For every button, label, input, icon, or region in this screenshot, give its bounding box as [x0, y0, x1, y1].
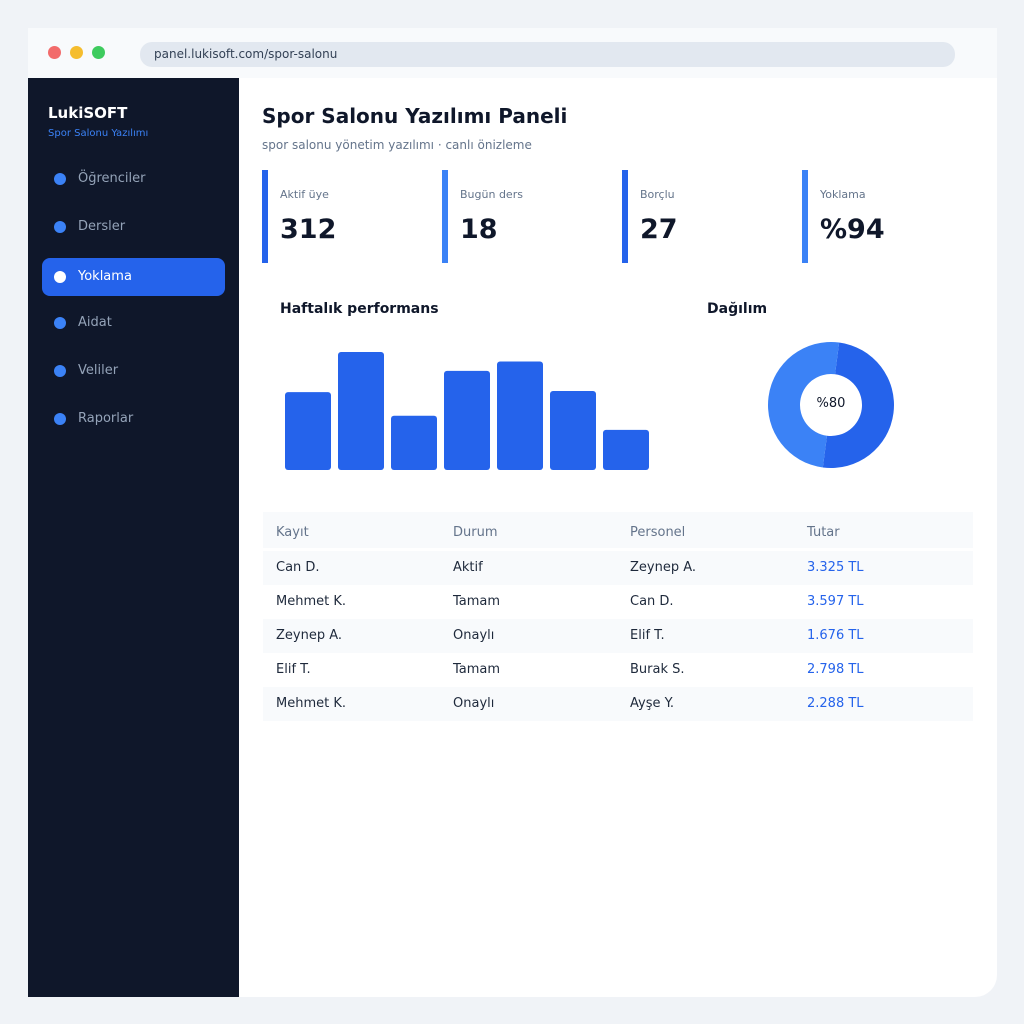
cell-kayit: Zeynep A. [276, 628, 343, 643]
sidebar-item-label: Raporlar [78, 411, 134, 426]
cell-kayit: Mehmet K. [276, 696, 347, 711]
sidebar-item-label: Veliler [78, 363, 119, 378]
cell-durum: Tamam [453, 662, 501, 677]
cell-personel: Elif T. [630, 628, 665, 643]
stat-value: 27 [640, 214, 678, 245]
page-subtitle: spor salonu yönetim yazılımı · canlı öni… [262, 138, 532, 152]
cell-kayit: Can D. [276, 560, 320, 575]
donut-slice-0 [822, 342, 894, 468]
stat-value: %94 [820, 214, 885, 245]
bar-6 [603, 429, 649, 470]
cell-tutar: 3.597 TL [807, 594, 864, 609]
cell-personel: Can D. [630, 594, 674, 609]
sidebar-item-yoklama[interactable]: Yoklama [42, 258, 225, 296]
stat-label: Borçlu [640, 188, 675, 201]
donut-center-label: %80 [816, 396, 846, 411]
sidebar-item-label: Dersler [78, 219, 126, 234]
table-row[interactable]: Elif T. Tamam Burak S. 2.798 TL [263, 653, 973, 687]
minimize-window-button[interactable] [70, 46, 83, 59]
cell-personel: Ayşe Y. [630, 696, 675, 711]
cell-tutar: 2.288 TL [807, 696, 864, 711]
table-row[interactable]: Mehmet K. Tamam Can D. 3.597 TL [263, 585, 973, 619]
table-row[interactable]: Can D. Aktif Zeynep A. 3.325 TL [263, 551, 973, 585]
stat-card-bugun-ders: Bugün ders 18 [442, 170, 612, 263]
nav-dot-icon [54, 221, 66, 233]
distribution-donut-chart [768, 342, 894, 468]
cell-durum: Aktif [453, 560, 483, 575]
records-table: Kayıt Durum Personel Tutar Can D. Aktif … [263, 512, 973, 721]
browser-window: panel.lukisoft.com/spor-salonu LukiSOFT … [28, 28, 997, 997]
sidebar-item-ogrenciler[interactable]: Öğrenciler [42, 160, 225, 198]
cell-kayit: Mehmet K. [276, 594, 347, 609]
cell-tutar: 1.676 TL [807, 628, 864, 643]
brand-subtitle: Spor Salonu Yazılımı [48, 128, 149, 139]
address-bar[interactable]: panel.lukisoft.com/spor-salonu [140, 42, 955, 67]
cell-personel: Zeynep A. [630, 560, 697, 575]
cell-durum: Tamam [453, 594, 501, 609]
stat-card-yoklama: Yoklama %94 [802, 170, 972, 263]
stat-value: 312 [280, 214, 337, 245]
nav-dot-icon [54, 365, 66, 377]
bar-5 [550, 390, 596, 470]
maximize-window-button[interactable] [92, 46, 105, 59]
bar-3 [444, 370, 490, 470]
sidebar-item-aidat[interactable]: Aidat [42, 304, 225, 342]
browser-titlebar: panel.lukisoft.com/spor-salonu [28, 28, 997, 78]
sidebar-item-raporlar[interactable]: Raporlar [42, 400, 225, 438]
close-window-button[interactable] [48, 46, 61, 59]
cell-kayit: Elif T. [276, 662, 311, 677]
stat-label: Aktif üye [280, 188, 329, 201]
cell-tutar: 2.798 TL [807, 662, 864, 677]
table-header-row: Kayıt Durum Personel Tutar [263, 512, 973, 548]
brand-logo-text: LukiSOFT [48, 104, 128, 122]
weekly-performance-chart [285, 352, 649, 470]
nav-dot-icon [54, 413, 66, 425]
stat-card-aktif-uye: Aktif üye 312 [262, 170, 432, 263]
donut-chart-title: Dağılım [707, 301, 768, 317]
column-header-kayit[interactable]: Kayıt [276, 525, 309, 540]
sidebar-item-label: Aidat [78, 315, 112, 330]
donut-slice-1 [768, 342, 840, 468]
bar-1 [338, 352, 384, 470]
nav-dot-icon [54, 271, 66, 283]
column-header-durum[interactable]: Durum [453, 525, 498, 540]
cell-durum: Onaylı [453, 696, 495, 711]
sidebar-item-dersler[interactable]: Dersler [42, 208, 225, 246]
bar-4 [497, 361, 543, 470]
stat-label: Bugün ders [460, 188, 523, 201]
cell-tutar: 3.325 TL [807, 560, 864, 575]
bar-chart-title: Haftalık performans [280, 301, 439, 317]
cell-personel: Burak S. [630, 662, 685, 677]
sidebar-item-label: Öğrenciler [78, 171, 146, 186]
column-header-personel[interactable]: Personel [630, 525, 686, 540]
sidebar-item-label: Yoklama [78, 269, 132, 284]
nav-dot-icon [54, 173, 66, 185]
stat-value: 18 [460, 214, 498, 245]
nav-dot-icon [54, 317, 66, 329]
stat-card-borclu: Borçlu 27 [622, 170, 792, 263]
sidebar-item-veliler[interactable]: Veliler [42, 352, 225, 390]
table-row[interactable]: Zeynep A. Onaylı Elif T. 1.676 TL [263, 619, 973, 653]
bar-0 [285, 392, 331, 470]
page-title: Spor Salonu Yazılımı Paneli [262, 104, 568, 128]
table-row[interactable]: Mehmet K. Onaylı Ayşe Y. 2.288 TL [263, 687, 973, 721]
sidebar: LukiSOFT Spor Salonu Yazılımı Öğrenciler… [28, 78, 239, 997]
bar-2 [391, 415, 437, 470]
column-header-tutar[interactable]: Tutar [807, 525, 840, 540]
cell-durum: Onaylı [453, 628, 495, 643]
stat-label: Yoklama [820, 188, 866, 201]
